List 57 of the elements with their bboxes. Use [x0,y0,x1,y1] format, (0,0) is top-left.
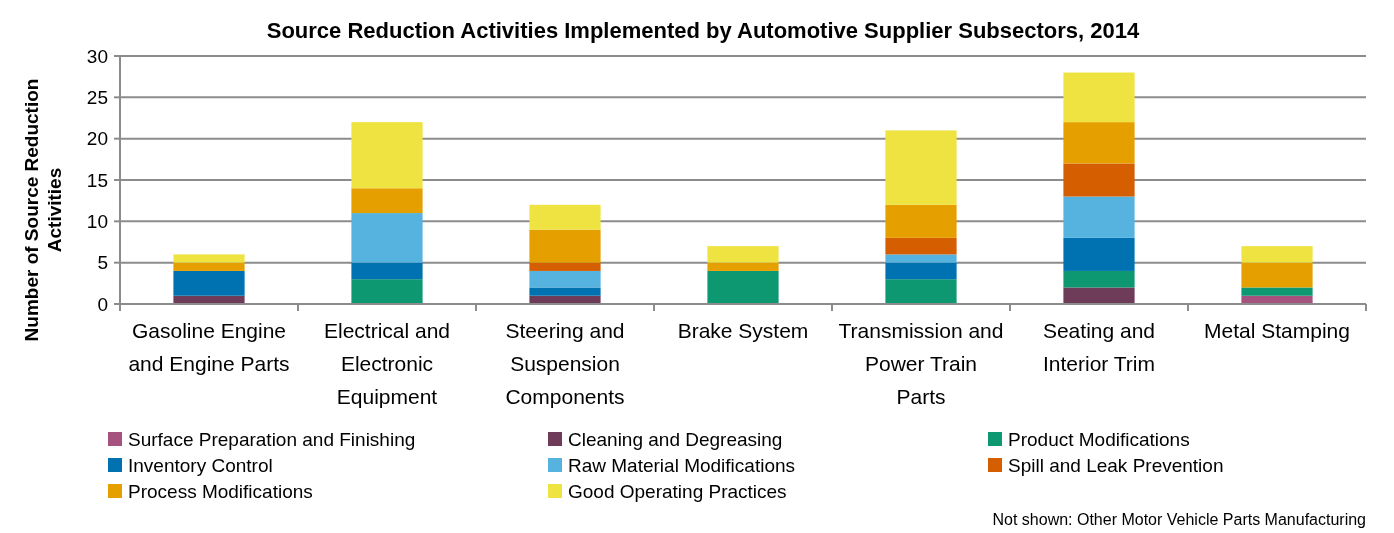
bar [885,130,957,205]
bar [707,270,779,304]
bar [885,237,957,255]
bar [529,204,601,230]
x-tick-label: Transmission and Power Train Parts [838,319,1004,408]
legend-label: Spill and Leak Prevention [1008,454,1224,476]
bar [351,122,423,189]
y-tick-label: 25 [86,86,108,108]
y-tick-label: 10 [86,210,108,232]
bar [707,246,779,263]
y-tick-label: 30 [86,45,108,67]
bar [885,262,957,280]
bar [1063,72,1135,123]
bar [885,279,957,304]
bar [351,188,423,214]
text: Not shown: Other Motor Vehicle Parts Manufacturing [992,511,1366,528]
bar [173,270,245,296]
bar [351,279,423,304]
bar [1241,262,1313,288]
bar [529,262,601,271]
legend-label: Product Modifications [1008,428,1190,450]
legend-label: Raw Material Modifications [568,454,796,476]
y-axis-title: Number of Source Reduction Activities [21,78,65,342]
legend-label: Process Modifications [128,480,313,502]
y-tick-label: 20 [86,128,108,150]
y-tick-label: 15 [86,169,108,191]
bar [173,254,245,263]
x-tick-label: Electrical and Electronic Equipment [323,319,451,408]
legend-label: Inventory Control [128,454,273,476]
bar [1063,287,1135,304]
legend-label: Surface Preparation and Finishing [128,428,416,450]
bar [351,262,423,280]
bar [1063,270,1135,288]
bar [529,229,601,263]
bar [885,204,957,238]
chart-title: Source Reduction Activities Implemented by Automotive Supplier Subsectors, 2014 [266,18,1140,43]
x-tick-label: Brake System [677,319,809,342]
bar [173,262,245,271]
bar [1241,287,1313,296]
bar [707,262,779,271]
bar [529,270,601,288]
y-tick-label: 5 [97,252,108,274]
x-tick-label: Gasoline Engine and Engine Parts [128,319,290,375]
bar [529,287,601,296]
bar [1063,122,1135,164]
bar [885,254,957,263]
bar [351,213,423,263]
bar [1241,246,1313,263]
x-tick-label: Seating and Interior Trim [1042,319,1156,375]
bar [1063,237,1135,271]
legend-label: Cleaning and Degreasing [568,428,783,450]
bar [1063,163,1135,197]
bar [1063,196,1135,238]
legend-label: Good Operating Practices [568,480,787,502]
y-tick-label: 0 [97,293,108,315]
x-tick-label: Steering and Suspension Components [505,319,625,408]
x-tick-label: Metal Stamping [1204,319,1350,342]
